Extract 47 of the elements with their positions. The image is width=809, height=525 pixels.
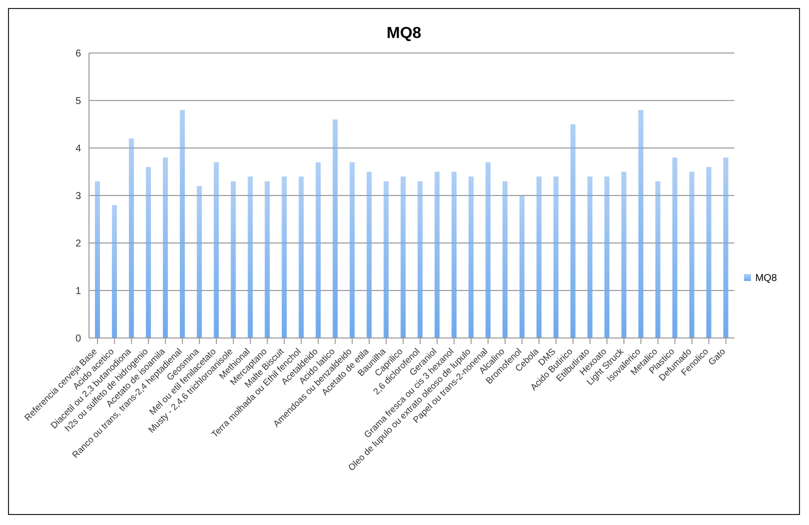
bar (180, 110, 185, 338)
bar (298, 176, 304, 338)
bar (587, 176, 592, 338)
bar (570, 124, 576, 338)
bar (706, 167, 712, 338)
y-tick-label: 4 (75, 144, 82, 155)
bar (434, 172, 440, 338)
legend-label: MQ8 (755, 272, 777, 284)
y-tick-label: 2 (75, 238, 82, 250)
bar (502, 181, 508, 338)
bar (655, 181, 660, 338)
bar (248, 176, 253, 338)
bar (128, 138, 134, 338)
y-tick-label: 1 (75, 286, 82, 298)
bar (452, 172, 457, 338)
y-tick-label: 0 (75, 334, 82, 345)
bar (400, 176, 406, 338)
bar (468, 176, 474, 338)
bar (94, 181, 100, 338)
bar (146, 167, 151, 338)
y-tick-label: 5 (75, 96, 82, 108)
bar (536, 176, 542, 338)
bar (162, 158, 168, 338)
y-tick-label: 6 (75, 48, 82, 60)
bar (332, 120, 338, 338)
bar (214, 162, 219, 338)
bar (621, 172, 626, 338)
bar (350, 162, 355, 338)
bar (638, 110, 644, 338)
bar (316, 162, 321, 338)
bar (384, 181, 389, 338)
bar (672, 158, 678, 338)
bar (689, 172, 694, 338)
bar (520, 196, 524, 338)
bar (604, 176, 610, 338)
bar (418, 181, 423, 338)
bar (196, 186, 202, 338)
bar (723, 158, 728, 338)
bar (553, 176, 558, 338)
chart-title: MQ8 (386, 25, 422, 43)
bar (264, 181, 270, 338)
bar (230, 181, 236, 338)
y-tick-label: 3 (75, 191, 82, 202)
bar (366, 172, 372, 338)
bar (282, 176, 287, 338)
bar (112, 205, 117, 338)
bar (486, 162, 491, 338)
